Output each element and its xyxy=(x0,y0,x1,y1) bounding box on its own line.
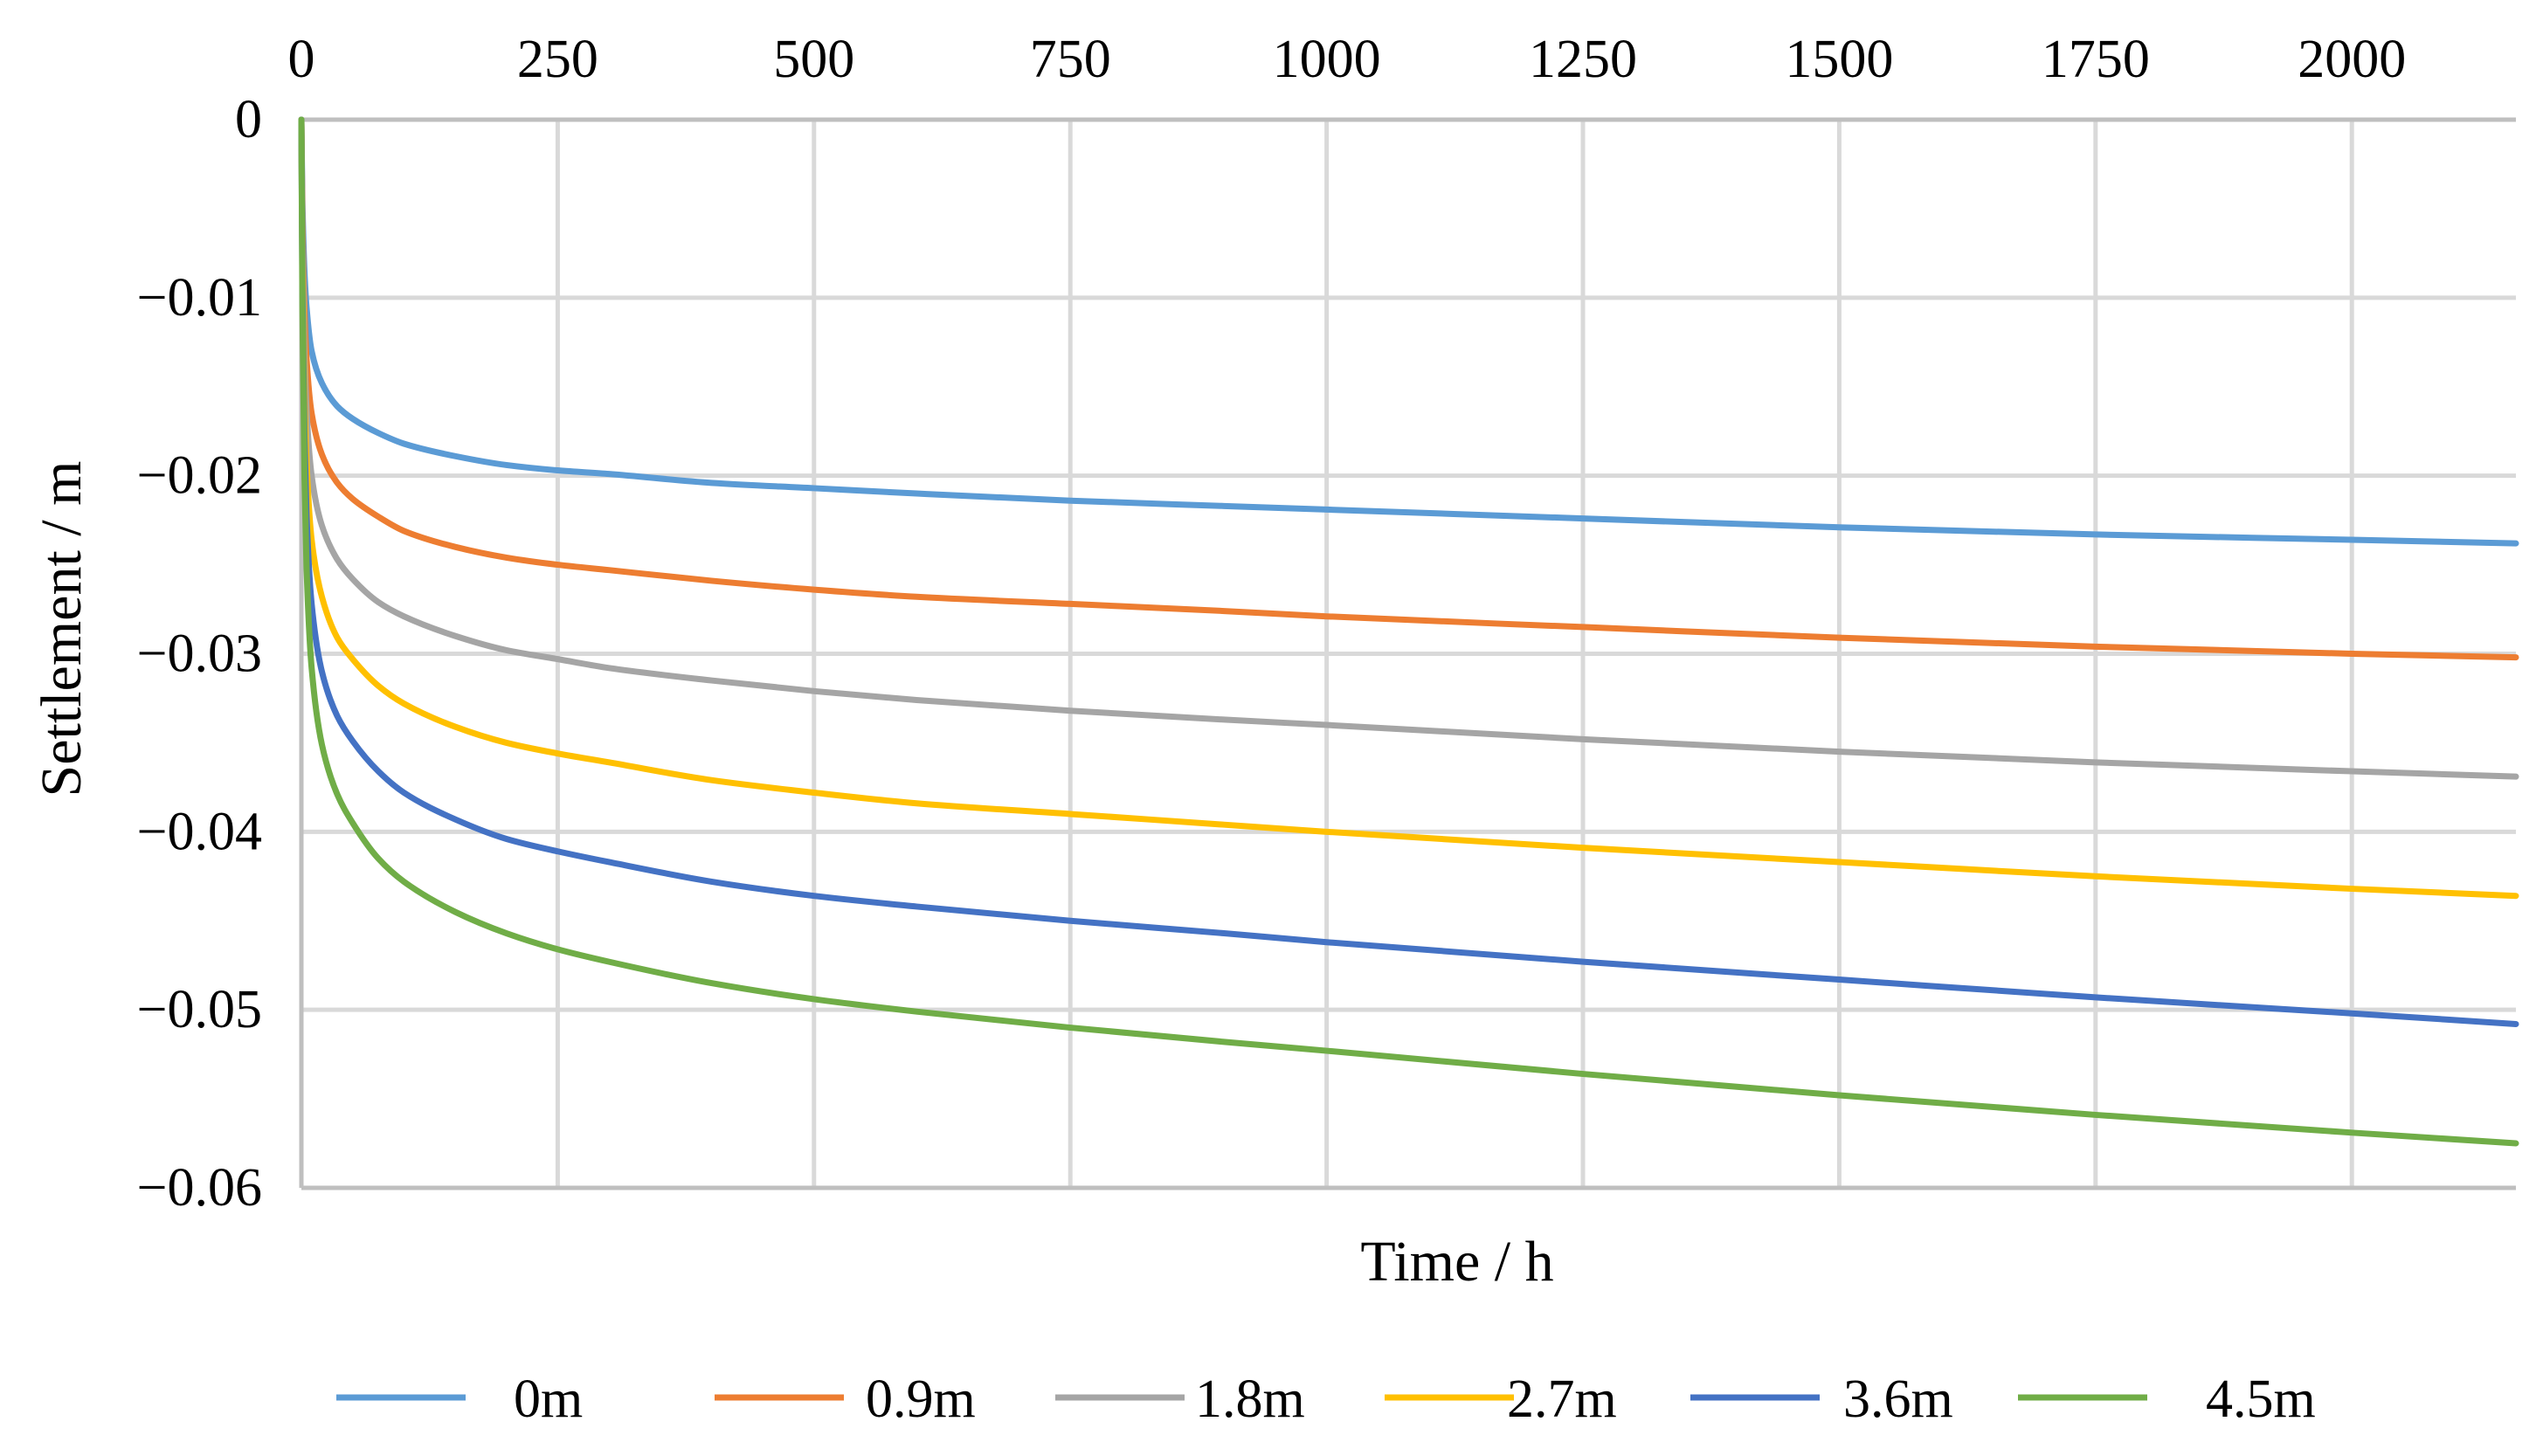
legend: 0m 0.9m 1.8m 2.7m 3.6m 4.5m xyxy=(336,1370,2316,1429)
series-line-1-8m xyxy=(298,116,2519,780)
y-tick-label: 0 xyxy=(235,90,262,149)
x-axis-title: Time / h xyxy=(1360,1230,1553,1294)
legend-label: 2.7m xyxy=(1507,1370,1617,1429)
data-series xyxy=(298,116,2519,1147)
y-tick-label: −0.03 xyxy=(137,624,262,684)
tick-labels: 0 −0.01 −0.02 −0.03 −0.04 −0.05 −0.06 0 250 500 75… xyxy=(137,30,2407,1218)
x-tick-label: 250 xyxy=(517,30,598,89)
y-tick-label: −0.01 xyxy=(137,268,262,328)
x-tick-label: 500 xyxy=(773,30,854,89)
series-line-0m xyxy=(298,116,2519,547)
legend-item: 0m xyxy=(336,1370,583,1429)
x-tick-label: 1250 xyxy=(1529,30,1637,89)
y-axis-title: Settlement / m xyxy=(30,461,93,797)
x-tick-label: 0 xyxy=(288,30,315,89)
x-tick-label: 1500 xyxy=(1785,30,1893,89)
legend-label: 1.8m xyxy=(1195,1370,1305,1429)
gridlines xyxy=(301,120,2516,1190)
x-tick-label: 2000 xyxy=(2298,30,2406,89)
legend-item: 3.6m xyxy=(1690,1370,1953,1429)
legend-label: 0.9m xyxy=(866,1370,976,1429)
series-line-3-6m xyxy=(298,116,2519,1027)
y-tick-label: −0.02 xyxy=(137,446,262,506)
legend-item: 2.7m xyxy=(1385,1370,1617,1429)
y-tick-label: −0.04 xyxy=(137,802,262,861)
series-line-2-7m xyxy=(298,116,2519,900)
y-tick-label: −0.05 xyxy=(137,980,262,1039)
y-tick-label: −0.06 xyxy=(137,1158,262,1218)
legend-label: 3.6m xyxy=(1843,1370,1953,1429)
legend-item: 0.9m xyxy=(715,1370,976,1429)
series-line-4-5m xyxy=(298,116,2519,1147)
legend-item: 1.8m xyxy=(1055,1370,1305,1429)
legend-item: 4.5m xyxy=(2018,1370,2316,1429)
x-tick-label: 750 xyxy=(1030,30,1111,89)
x-tick-label: 1750 xyxy=(2042,30,2150,89)
legend-label: 0m xyxy=(514,1370,583,1429)
x-tick-label: 1000 xyxy=(1273,30,1381,89)
legend-label: 4.5m xyxy=(2206,1370,2316,1429)
series-line-0-9m xyxy=(298,116,2519,661)
